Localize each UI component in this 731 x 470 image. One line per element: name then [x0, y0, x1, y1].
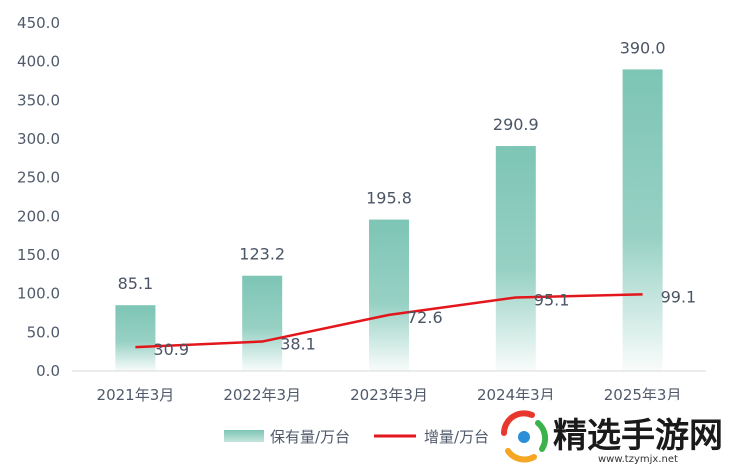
bar-data-label: 290.9: [493, 115, 539, 134]
watermark: 精选手游网 www.tzymjx.net: [492, 400, 731, 470]
bar-data-labels: 85.1 123.2 195.8 290.9 390.0: [118, 38, 666, 293]
y-axis-ticks: 0.0 50.0 100.0 150.0 200.0 250.0 300.0 350.0 400…: [17, 14, 60, 380]
logo-swirl-orange: [505, 448, 537, 463]
line-data-label: 30.9: [153, 340, 189, 359]
legend-swatch-bar: [224, 430, 264, 442]
x-tick-label: 2023年3月: [350, 386, 428, 404]
bar: [242, 275, 283, 371]
y-tick-label: 150.0: [17, 246, 60, 264]
watermark-url: www.tzymjx.net: [598, 454, 678, 465]
legend: 保有量/万台 增量/万台: [224, 428, 489, 446]
y-tick-label: 100.0: [17, 285, 60, 303]
x-tick-label: 2021年3月: [97, 386, 175, 404]
legend-label-line: 增量/万台: [424, 428, 489, 446]
bar: [115, 305, 156, 371]
y-tick-label: 0.0: [36, 362, 60, 380]
line-data-label: 38.1: [280, 335, 316, 354]
y-tick-label: 200.0: [17, 207, 60, 225]
bar: [622, 69, 663, 372]
logo-center-dot: [518, 431, 530, 443]
bar: [495, 146, 536, 371]
logo-swirl-green: [535, 420, 549, 452]
watermark-logo-icon: [501, 410, 549, 463]
y-tick-label: 350.0: [17, 91, 60, 109]
bar: [369, 219, 409, 371]
line-data-label: 72.6: [407, 308, 443, 327]
line-data-label: 95.1: [534, 290, 570, 309]
watermark-title: 精选手游网: [553, 416, 723, 456]
increment-line: [135, 293, 643, 349]
x-tick-label: 2024年3月: [477, 386, 555, 404]
y-tick-label: 300.0: [17, 130, 60, 148]
x-axis-ticks: 2021年3月 2022年3月 2023年3月 2024年3月 2025年3月: [97, 386, 682, 404]
line-series: [135, 293, 643, 349]
line-data-label: 99.1: [661, 287, 697, 306]
bar-data-label: 390.0: [620, 38, 666, 57]
legend-label-bar: 保有量/万台: [270, 428, 350, 446]
x-tick-label: 2025年3月: [604, 386, 682, 404]
logo-swirl-red: [501, 410, 535, 436]
line-data-labels: 30.9 38.1 72.6 95.1 99.1: [153, 287, 696, 359]
bar-data-label: 195.8: [366, 189, 412, 208]
bar-data-label: 85.1: [118, 274, 154, 293]
y-tick-label: 450.0: [17, 14, 60, 32]
bar-data-label: 123.2: [239, 245, 285, 264]
y-tick-label: 50.0: [27, 323, 60, 341]
bar-series: [115, 69, 663, 372]
y-tick-label: 250.0: [17, 169, 60, 187]
x-tick-label: 2022年3月: [223, 386, 301, 404]
y-tick-label: 400.0: [17, 53, 60, 71]
